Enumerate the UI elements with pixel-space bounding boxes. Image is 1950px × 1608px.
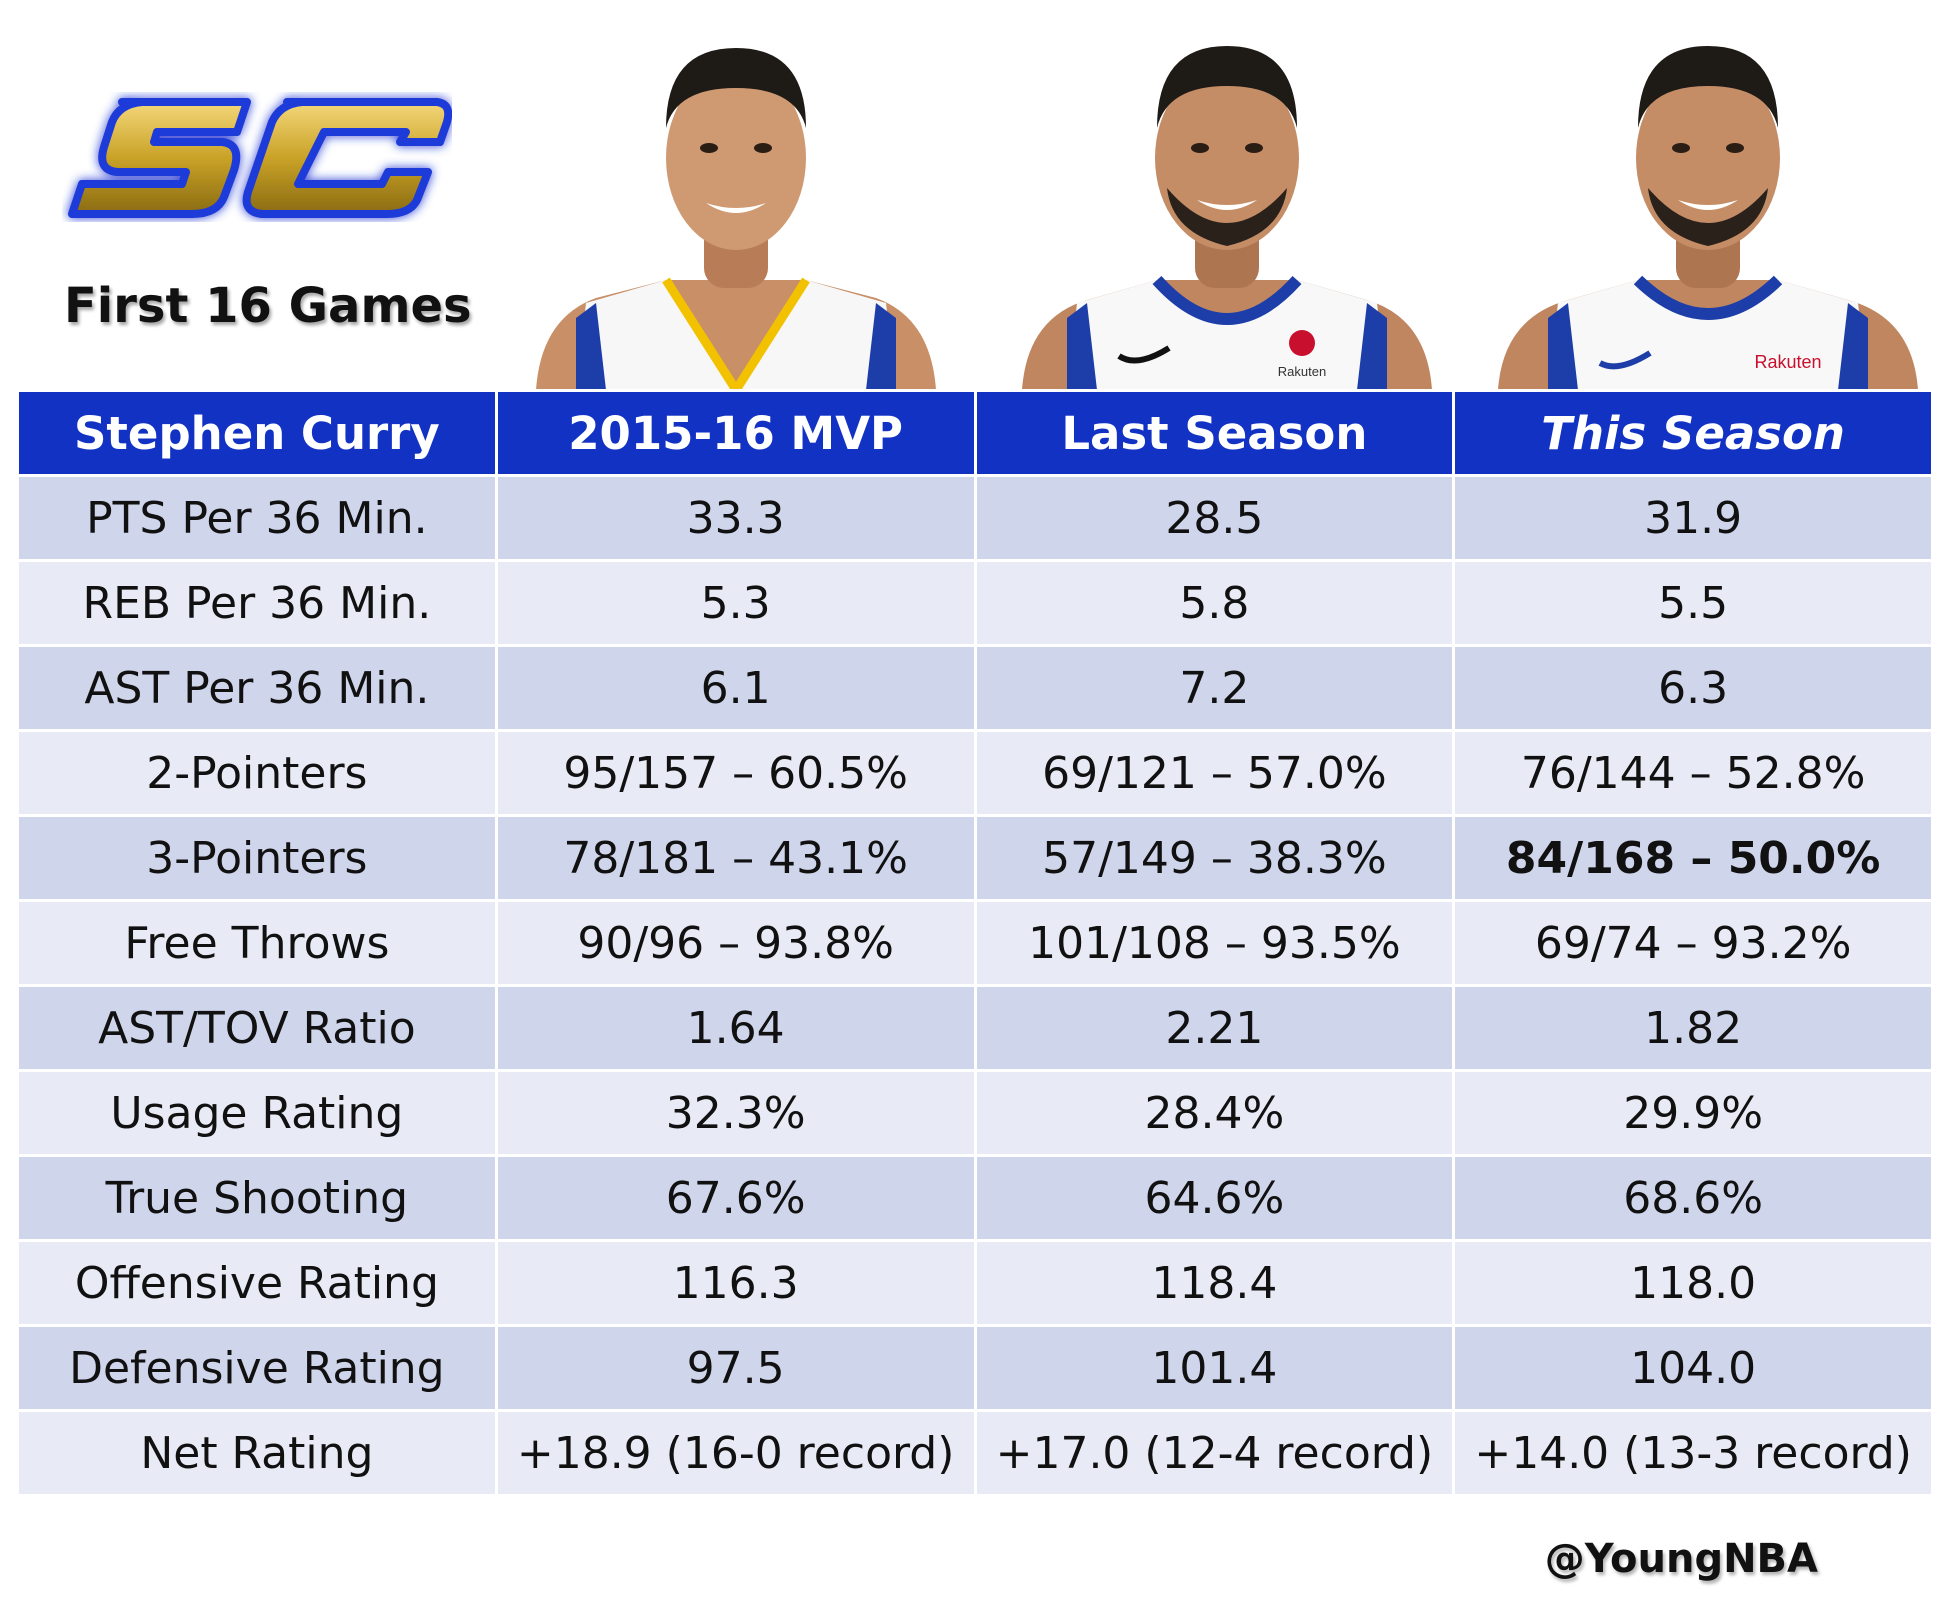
table-cell: 97.5 <box>494 1324 977 1412</box>
table-cell: 78/181 – 43.1% <box>494 814 977 902</box>
table-body: PTS Per 36 Min. 33.3 28.5 31.9 REB Per 36 Mi… <box>16 474 1934 1497</box>
row-label: AST Per 36 Min. <box>16 644 498 732</box>
row-label: Free Throws <box>16 899 498 987</box>
row-label: Usage Rating <box>16 1069 498 1157</box>
table-cell: +17.0 (12-4 record) <box>973 1409 1456 1497</box>
table-cell: 116.3 <box>494 1239 977 1327</box>
table-row: AST Per 36 Min. 6.1 7.2 6.3 <box>16 644 1934 732</box>
row-label: 3-Pointers <box>16 814 498 902</box>
table-cell: 32.3% <box>494 1069 977 1157</box>
author-handle: @YoungNBA <box>1544 1536 1818 1582</box>
table-cell: 5.5 <box>1452 559 1934 647</box>
header-cell: Last Season <box>973 389 1456 477</box>
table-cell: 95/157 – 60.5% <box>494 729 977 817</box>
header-cell: 2015-16 MVP <box>494 389 977 477</box>
sc30-logo <box>62 92 453 222</box>
row-label: Defensive Rating <box>16 1324 498 1412</box>
table-cell: 84/168 – 50.0% <box>1452 814 1934 902</box>
player-photo-2015-16 <box>516 18 956 390</box>
table-cell: 67.6% <box>494 1154 977 1242</box>
table-row: Defensive Rating 97.5 101.4 104.0 <box>16 1324 1934 1412</box>
row-label: True Shooting <box>16 1154 498 1242</box>
table-row: Offensive Rating 116.3 118.4 118.0 <box>16 1239 1934 1327</box>
table-cell: 28.4% <box>973 1069 1456 1157</box>
table-cell: 90/96 – 93.8% <box>494 899 977 987</box>
table-cell: 6.1 <box>494 644 977 732</box>
table-cell: 64.6% <box>973 1154 1456 1242</box>
table-row: PTS Per 36 Min. 33.3 28.5 31.9 <box>16 474 1934 562</box>
table-cell: 28.5 <box>973 474 1456 562</box>
table-cell: 6.3 <box>1452 644 1934 732</box>
table-cell: 69/121 – 57.0% <box>973 729 1456 817</box>
table-row: AST/TOV Ratio 1.64 2.21 1.82 <box>16 984 1934 1072</box>
table-cell: 118.0 <box>1452 1239 1934 1327</box>
header-cell: Stephen Curry <box>16 389 498 477</box>
table-row: Net Rating +18.9 (16-0 record) +17.0 (12-4… <box>16 1409 1934 1497</box>
table-cell: 31.9 <box>1452 474 1934 562</box>
table-row: REB Per 36 Min. 5.3 5.8 5.5 <box>16 559 1934 647</box>
table-header-row: Stephen Curry 2015-16 MVP Last Season Th… <box>16 389 1934 477</box>
table-cell: +18.9 (16-0 record) <box>494 1409 977 1497</box>
table-cell: 7.2 <box>973 644 1456 732</box>
table-cell: 57/149 – 38.3% <box>973 814 1456 902</box>
table-row: True Shooting 67.6% 64.6% 68.6% <box>16 1154 1934 1242</box>
table-cell: 69/74 – 93.2% <box>1452 899 1934 987</box>
table-cell: 68.6% <box>1452 1154 1934 1242</box>
row-label: REB Per 36 Min. <box>16 559 498 647</box>
table-cell: 2.21 <box>973 984 1456 1072</box>
table-cell: 1.82 <box>1452 984 1934 1072</box>
header-cell: This Season <box>1452 389 1934 477</box>
table-cell: 33.3 <box>494 474 977 562</box>
row-label: AST/TOV Ratio <box>16 984 498 1072</box>
table-cell: 1.64 <box>494 984 977 1072</box>
table-row: Free Throws 90/96 – 93.8% 101/108 – 93.5% 6… <box>16 899 1934 987</box>
table-cell: +14.0 (13-3 record) <box>1452 1409 1934 1497</box>
row-label: PTS Per 36 Min. <box>16 474 498 562</box>
table-row: 2-Pointers 95/157 – 60.5% 69/121 – 57.0% 76… <box>16 729 1934 817</box>
table-cell: 5.8 <box>973 559 1456 647</box>
table-cell: 118.4 <box>973 1239 1456 1327</box>
jersey-sponsor: Rakuten <box>1278 364 1326 379</box>
jersey-sponsor: Rakuten <box>1754 352 1821 372</box>
table-cell: 101/108 – 93.5% <box>973 899 1456 987</box>
row-label: Offensive Rating <box>16 1239 498 1327</box>
player-photo-this-season: Rakuten <box>1488 18 1928 390</box>
table-cell: 29.9% <box>1452 1069 1934 1157</box>
table-row: 3-Pointers 78/181 – 43.1% 57/149 – 38.3% 84… <box>16 814 1934 902</box>
table-cell: 101.4 <box>973 1324 1456 1412</box>
table-row: Usage Rating 32.3% 28.4% 29.9% <box>16 1069 1934 1157</box>
subtitle: First 16 Games <box>64 278 472 334</box>
table-cell: 76/144 – 52.8% <box>1452 729 1934 817</box>
table-cell: 5.3 <box>494 559 977 647</box>
row-label: 2-Pointers <box>16 729 498 817</box>
player-photo-last-season: Rakuten <box>1007 18 1447 390</box>
table-cell: 104.0 <box>1452 1324 1934 1412</box>
row-label: Net Rating <box>16 1409 498 1497</box>
stats-table: Stephen Curry 2015-16 MVP Last Season Th… <box>16 389 1934 1497</box>
